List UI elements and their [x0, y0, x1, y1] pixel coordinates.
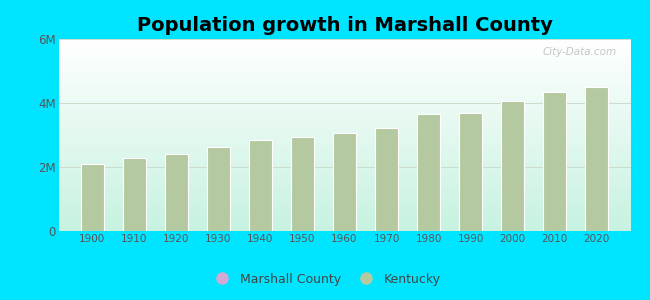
Bar: [459, 113, 482, 231]
Bar: [123, 158, 146, 231]
Bar: [249, 140, 272, 231]
Bar: [291, 137, 314, 231]
Bar: [333, 134, 356, 231]
Bar: [375, 128, 398, 231]
Bar: [81, 164, 104, 231]
Bar: [585, 87, 608, 231]
Bar: [543, 92, 566, 231]
Bar: [417, 114, 440, 231]
Legend: Marshall County, Kentucky: Marshall County, Kentucky: [205, 268, 445, 291]
Text: City-Data.com: City-Data.com: [542, 47, 616, 57]
Bar: [207, 147, 230, 231]
Bar: [501, 101, 525, 231]
Bar: [164, 154, 188, 231]
Title: Population growth in Marshall County: Population growth in Marshall County: [136, 16, 552, 35]
